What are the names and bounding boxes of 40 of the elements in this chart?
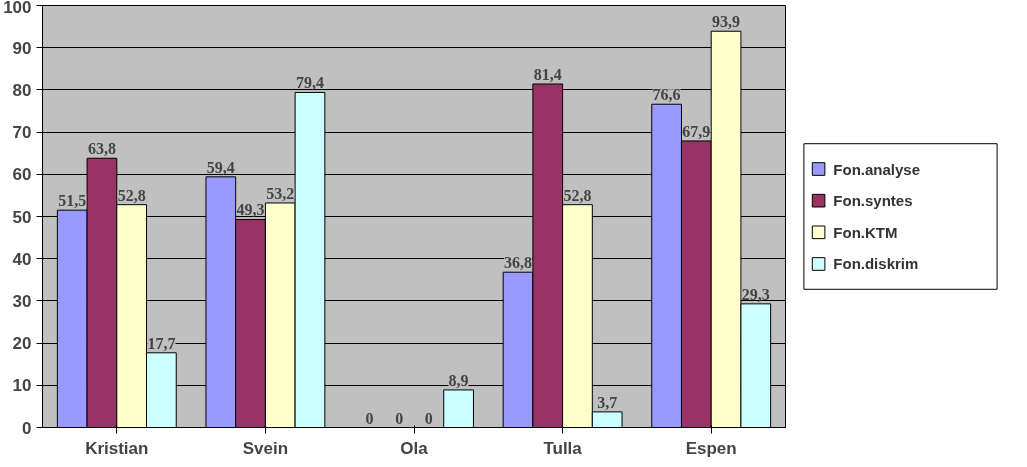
y-tick-label: 70 [12,123,32,143]
x-tick-label: Ola [400,438,429,458]
y-tick-label: 20 [12,334,32,354]
y-tick-label: 80 [12,80,32,100]
y-tick-label: 50 [12,207,32,227]
data-label: 79,4 [295,74,324,92]
data-label: 63,8 [87,140,116,158]
data-label: 52,8 [117,186,146,204]
data-label: 0 [395,409,404,427]
y-tick-label: 10 [12,376,32,396]
data-label: 0 [424,409,433,427]
data-label: 52,8 [563,186,592,204]
data-label: 59,4 [206,158,235,176]
y-tick-label: 40 [12,249,32,269]
y-tick-label: 100 [3,0,32,17]
x-tick-label: Tulla [543,438,583,458]
data-label: 51,5 [58,192,87,210]
data-label: 29,3 [741,285,770,303]
data-label: 0 [365,409,374,427]
legend-label: Fon.analyse [833,160,920,178]
y-tick-label: 30 [12,291,32,311]
y-tick-label: 90 [12,38,32,58]
x-tick-label: Espen [685,438,737,458]
legend-label: Fon.diskrim [833,255,919,273]
data-label: 8,9 [448,371,469,389]
data-label: 53,2 [266,185,295,202]
data-label: 36,8 [504,254,533,272]
y-tick-label: 60 [12,165,32,185]
legend-label: Fon.syntes [833,192,913,210]
x-tick-label: Kristian [85,438,149,458]
data-label: 76,6 [652,86,681,104]
data-label: 17,7 [147,334,176,352]
x-tick-label: Svein [242,438,289,458]
data-label: 93,9 [712,13,741,31]
y-tick-label: 0 [22,418,32,438]
data-label: 67,9 [682,122,711,140]
data-label: 49,3 [236,201,265,219]
legend-label: Fon.KTM [833,223,898,241]
data-label: 81,4 [533,65,562,83]
data-label: 3,7 [597,393,618,411]
